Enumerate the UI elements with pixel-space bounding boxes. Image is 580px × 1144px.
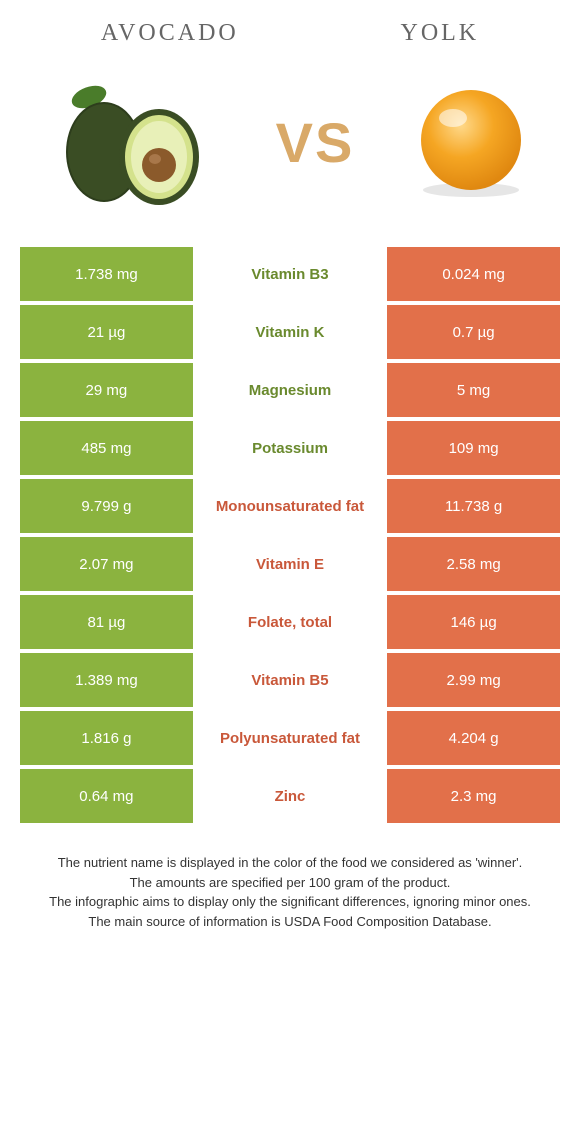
footer-line: The nutrient name is displayed in the co… (20, 853, 560, 873)
header: Avocado Yolk (20, 20, 560, 47)
cell-yolk-value: 5 mg (387, 363, 560, 417)
table-row: 81 µgFolate, total146 µg (20, 595, 560, 649)
cell-nutrient-name: Folate, total (193, 595, 387, 649)
cell-avocado-value: 1.389 mg (20, 653, 193, 707)
avocado-image (49, 77, 219, 207)
table-row: 485 mgPotassium109 mg (20, 421, 560, 475)
cell-avocado-value: 1.738 mg (20, 247, 193, 301)
cell-nutrient-name: Vitamin K (193, 305, 387, 359)
cell-yolk-value: 109 mg (387, 421, 560, 475)
nutrient-table: 1.738 mgVitamin B30.024 mg21 µgVitamin K… (20, 247, 560, 823)
cell-yolk-value: 4.204 g (387, 711, 560, 765)
cell-nutrient-name: Monounsaturated fat (193, 479, 387, 533)
cell-nutrient-name: Vitamin B3 (193, 247, 387, 301)
cell-yolk-value: 0.7 µg (387, 305, 560, 359)
vs-label: VS (276, 110, 355, 175)
cell-avocado-value: 485 mg (20, 421, 193, 475)
table-row: 9.799 gMonounsaturated fat11.738 g (20, 479, 560, 533)
cell-avocado-value: 81 µg (20, 595, 193, 649)
table-row: 1.389 mgVitamin B52.99 mg (20, 653, 560, 707)
cell-nutrient-name: Zinc (193, 769, 387, 823)
footer-line: The infographic aims to display only the… (20, 892, 560, 912)
cell-avocado-value: 2.07 mg (20, 537, 193, 591)
cell-avocado-value: 1.816 g (20, 711, 193, 765)
title-yolk: Yolk (400, 20, 479, 47)
cell-avocado-value: 9.799 g (20, 479, 193, 533)
cell-yolk-value: 2.99 mg (387, 653, 560, 707)
cell-avocado-value: 0.64 mg (20, 769, 193, 823)
table-row: 21 µgVitamin K0.7 µg (20, 305, 560, 359)
table-row: 29 mgMagnesium5 mg (20, 363, 560, 417)
cell-yolk-value: 2.58 mg (387, 537, 560, 591)
cell-yolk-value: 11.738 g (387, 479, 560, 533)
cell-nutrient-name: Magnesium (193, 363, 387, 417)
cell-yolk-value: 2.3 mg (387, 769, 560, 823)
footer-line: The amounts are specified per 100 gram o… (20, 873, 560, 893)
yolk-image (411, 82, 531, 202)
footer-line: The main source of information is USDA F… (20, 912, 560, 932)
hero-row: VS (20, 67, 560, 217)
cell-yolk-value: 0.024 mg (387, 247, 560, 301)
cell-avocado-value: 21 µg (20, 305, 193, 359)
cell-nutrient-name: Potassium (193, 421, 387, 475)
table-row: 0.64 mgZinc2.3 mg (20, 769, 560, 823)
table-row: 1.738 mgVitamin B30.024 mg (20, 247, 560, 301)
cell-avocado-value: 29 mg (20, 363, 193, 417)
cell-nutrient-name: Vitamin E (193, 537, 387, 591)
cell-yolk-value: 146 µg (387, 595, 560, 649)
cell-nutrient-name: Vitamin B5 (193, 653, 387, 707)
footer-notes: The nutrient name is displayed in the co… (20, 853, 560, 931)
table-row: 2.07 mgVitamin E2.58 mg (20, 537, 560, 591)
table-row: 1.816 gPolyunsaturated fat4.204 g (20, 711, 560, 765)
cell-nutrient-name: Polyunsaturated fat (193, 711, 387, 765)
title-avocado: Avocado (101, 20, 239, 47)
